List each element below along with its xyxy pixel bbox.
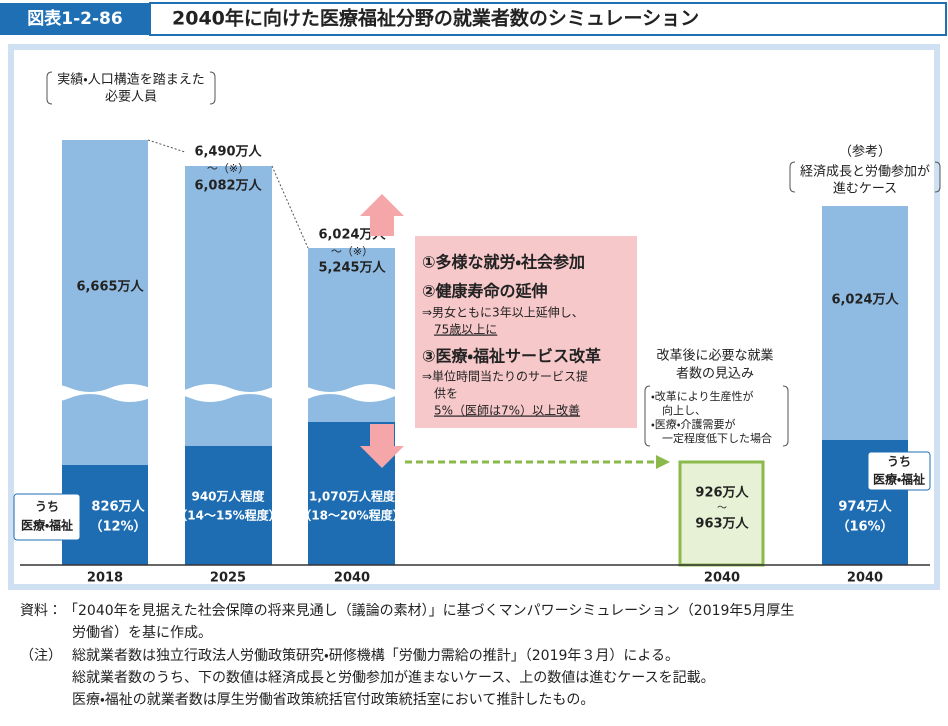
reference-heading: 経済成長と労働参加が bbox=[800, 165, 930, 180]
total-label: 6,665万人 bbox=[76, 280, 144, 295]
medical-label: 974万人 bbox=[838, 500, 892, 515]
medical-label: 940万人程度 bbox=[191, 489, 264, 504]
reform-title: ③医療・福祉サービス改革 bbox=[422, 347, 601, 366]
figure-label: 図表1-2-86 bbox=[27, 8, 122, 29]
label-box bbox=[0, 3, 150, 35]
connector bbox=[271, 165, 309, 249]
reform-box bbox=[415, 236, 637, 428]
arrow-down bbox=[360, 424, 404, 468]
source-text: 「2040年を見据えた社会保障の将来見通し（議論の素材）」に基づくマンパワーシミ… bbox=[64, 602, 794, 619]
medical-label: （16%） bbox=[836, 519, 893, 535]
total-label: 6,082万人 bbox=[194, 179, 262, 194]
total-label: 5,245万人 bbox=[318, 261, 386, 276]
reform-line: ⇒男女ともに3年以上延伸し、 bbox=[422, 306, 584, 320]
note-label: （注） bbox=[20, 648, 62, 664]
footnotes: 資料： 「2040年を見据えた社会保障の将来見通し（議論の素材）」に基づくマンパ… bbox=[20, 602, 794, 708]
reference-heading: 進むケース bbox=[833, 182, 897, 197]
note-text: 医療・福祉の就業者数は厚生労働省政策統括官付政策統括室において推計したもの。 bbox=[72, 691, 594, 708]
projection-condition: 向上し、 bbox=[662, 403, 706, 417]
projection-value: 〜 bbox=[717, 503, 727, 514]
bracket bbox=[644, 385, 789, 447]
arrow-up bbox=[360, 194, 404, 236]
bar-total bbox=[185, 166, 272, 446]
bracket bbox=[789, 161, 941, 193]
medical-label: （12%） bbox=[89, 519, 146, 535]
year-label: 2018 bbox=[87, 571, 123, 586]
bracket bbox=[46, 71, 216, 105]
total-label: 〜（※） bbox=[331, 245, 373, 258]
source-label: 資料： bbox=[20, 603, 62, 619]
reform-title: ②健康寿命の延伸 bbox=[422, 282, 548, 301]
projection-value: 963万人 bbox=[695, 517, 749, 532]
medical-tag-text: 医療・福祉 bbox=[873, 472, 925, 487]
total-label: 6,024万人 bbox=[831, 293, 899, 308]
reform-line: 供を bbox=[434, 387, 458, 401]
year-label: 2025 bbox=[210, 571, 246, 586]
medical-tag bbox=[867, 451, 931, 491]
year-label: 2040 bbox=[334, 571, 370, 586]
bar-medical bbox=[185, 446, 272, 565]
projection-condition: ・医療・介護需要が bbox=[651, 417, 735, 431]
projection-condition: 一定程度低下した場合 bbox=[662, 432, 772, 445]
medical-label: 1,070万人程度 bbox=[309, 489, 395, 504]
bar-total bbox=[62, 140, 148, 465]
top-note: 実績・人口構造を踏まえた bbox=[57, 72, 204, 88]
medical-tag-text: うち bbox=[35, 500, 59, 514]
reform-title: ①多様な就労・社会参加 bbox=[422, 253, 585, 272]
medical-tag bbox=[13, 493, 81, 541]
year-label: 2040 bbox=[704, 571, 740, 586]
medical-tag-text: 医療・福祉 bbox=[21, 518, 73, 533]
connector bbox=[147, 139, 186, 153]
axis-break bbox=[30, 384, 430, 402]
total-label: 6,490万人 bbox=[194, 145, 262, 160]
total-label: 6,024万人 bbox=[318, 228, 386, 243]
bar-total bbox=[822, 206, 908, 440]
projection-heading: 改革後に必要な就業 bbox=[656, 348, 773, 364]
medical-label: （14〜15%程度） bbox=[175, 508, 280, 523]
medical-label: （18〜20%程度） bbox=[299, 508, 404, 523]
reform-line: 75歳以上に bbox=[434, 323, 497, 337]
top-note: 必要人員 bbox=[105, 90, 157, 105]
reference-heading: （参考） bbox=[839, 145, 891, 160]
reform-line: ⇒単位時間当たりのサービス提 bbox=[422, 369, 588, 384]
title-box bbox=[149, 2, 947, 36]
year-label: 2040 bbox=[847, 571, 883, 586]
total-label: 〜（※） bbox=[207, 162, 249, 175]
reform-line: 5%（医師は7%）以上改善 bbox=[434, 403, 580, 418]
bar-projection bbox=[678, 460, 765, 567]
medical-tag-text: うち bbox=[887, 455, 911, 469]
arrow-head bbox=[656, 455, 670, 469]
medical-label: 826万人 bbox=[91, 500, 145, 515]
projection-condition: ・改革により生産性が bbox=[651, 389, 754, 403]
note-text: 総就業者数のうち、下の数値は経済成長と労働参加が進まないケース、上の数値は進むケ… bbox=[72, 670, 715, 686]
projection-value: 926万人 bbox=[695, 486, 749, 501]
projection-heading: 者数の見込み bbox=[676, 367, 754, 382]
title: 2040年に向けた医療福祉分野の就業者数のシミュレーション bbox=[172, 7, 699, 30]
note-text: 総就業者数は独立行政法人労働政策研究・研修機構「労働力需給の推計」（2019年３… bbox=[72, 647, 679, 664]
bars bbox=[62, 140, 908, 567]
source-text: 労働省）を基に作成。 bbox=[72, 624, 212, 641]
